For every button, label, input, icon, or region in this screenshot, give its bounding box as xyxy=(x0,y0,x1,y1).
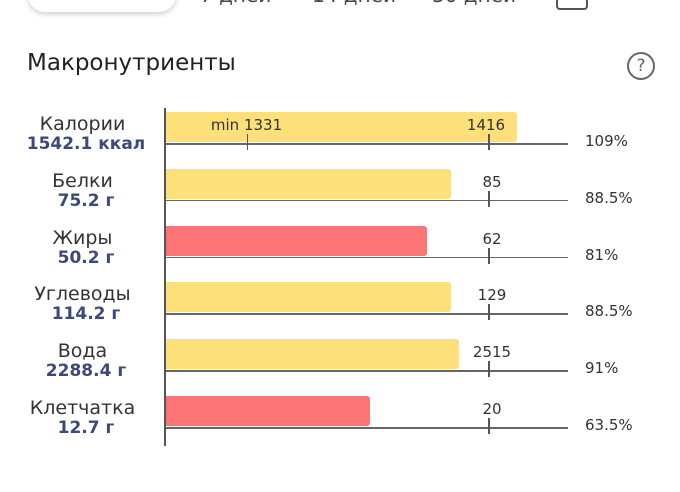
nutrient-value: 1542.1 ккал xyxy=(26,134,146,154)
chart-row: Жиры 50.2 г 62 81% xyxy=(0,224,680,281)
chart-row: Клетчатка 12.7 г 20 63.5% xyxy=(0,394,680,451)
baseline xyxy=(166,143,568,145)
min-label: min 1331 xyxy=(210,116,283,134)
tab-14-days[interactable]: 14 дней xyxy=(312,0,396,12)
baseline xyxy=(166,199,568,202)
target-tick xyxy=(488,361,490,378)
nutrient-bar xyxy=(166,225,427,256)
target-label: 85 xyxy=(482,172,502,191)
target-label: 20 xyxy=(482,400,502,418)
chart-row: Калории 1542.1 ккал 1416 109% min 1331 xyxy=(0,110,680,167)
percent-label: 109% xyxy=(585,132,628,150)
percent-label: 63.5% xyxy=(585,416,633,434)
nutrient-label: Вода xyxy=(57,340,108,363)
tab-7-days[interactable]: 7 дней xyxy=(200,0,271,12)
min-tick xyxy=(246,134,248,150)
target-label: 129 xyxy=(477,286,507,305)
nutrient-label: Жиры xyxy=(52,226,113,249)
target-label: 62 xyxy=(482,229,502,248)
nutrient-bar xyxy=(166,112,517,142)
target-tick xyxy=(488,134,490,150)
nutrient-label: Клетчатка xyxy=(29,397,136,419)
nutrient-value: 50.2 г xyxy=(57,247,115,268)
nutrient-value: 75.2 г xyxy=(57,190,115,211)
nutrient-label: Калории xyxy=(39,113,126,135)
baseline xyxy=(166,370,568,372)
chart-row: Белки 75.2 г 85 88.5% xyxy=(0,167,680,224)
section-title: Макронутриенты xyxy=(27,50,236,76)
baseline xyxy=(166,313,568,315)
nutrient-bar xyxy=(166,396,371,426)
calendar-icon[interactable] xyxy=(556,0,588,10)
nutrient-bar xyxy=(166,339,460,370)
target-tick xyxy=(488,247,490,264)
period-tabs: 7 дней 14 дней 30 дней xyxy=(0,0,680,18)
baseline xyxy=(166,427,568,429)
nutrient-label: Углеводы xyxy=(34,283,131,306)
nutrient-bar xyxy=(166,168,451,199)
tab-30-days[interactable]: 30 дней xyxy=(432,0,516,12)
percent-label: 81% xyxy=(585,245,619,264)
nutrient-value: 2288.4 г xyxy=(45,361,127,382)
tab-today[interactable] xyxy=(28,0,176,12)
target-tick xyxy=(488,304,490,321)
target-label: 1416 xyxy=(466,116,506,134)
percent-label: 88.5% xyxy=(585,188,633,207)
nutrient-label: Белки xyxy=(52,169,113,192)
baseline xyxy=(166,256,568,259)
target-tick xyxy=(488,418,490,434)
target-tick xyxy=(488,190,490,207)
chart-row: Вода 2288.4 г 2515 91% xyxy=(0,337,680,394)
percent-label: 88.5% xyxy=(585,302,633,321)
help-icon[interactable]: ? xyxy=(627,52,655,80)
chart-axis xyxy=(164,108,166,446)
nutrient-value: 114.2 г xyxy=(51,304,121,325)
percent-label: 91% xyxy=(585,359,619,378)
nutrient-bar xyxy=(166,282,451,313)
chart-row: Углеводы 114.2 г 129 88.5% xyxy=(0,280,680,337)
target-label: 2515 xyxy=(472,343,512,362)
nutrient-value: 12.7 г xyxy=(57,418,115,438)
